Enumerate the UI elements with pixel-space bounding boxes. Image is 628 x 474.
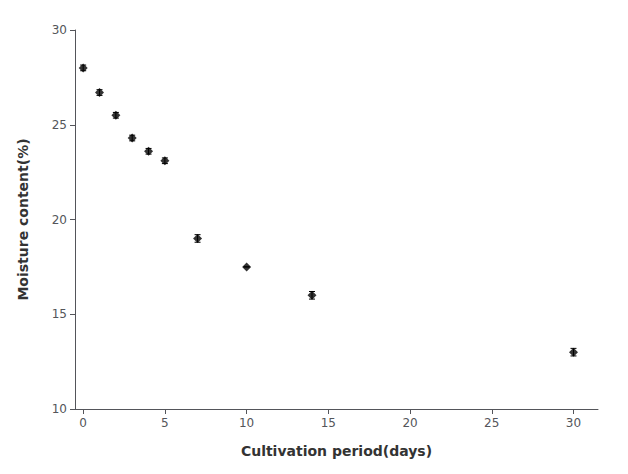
svg-text:25: 25	[52, 118, 67, 132]
svg-text:25: 25	[484, 416, 499, 430]
svg-text:Cultivation period(days): Cultivation period(days)	[241, 443, 432, 459]
svg-text:10: 10	[239, 416, 254, 430]
svg-text:Moisture content(%): Moisture content(%)	[15, 138, 31, 300]
svg-text:15: 15	[52, 307, 67, 321]
svg-text:5: 5	[161, 416, 169, 430]
svg-text:10: 10	[52, 402, 67, 416]
svg-text:0: 0	[79, 416, 87, 430]
svg-text:15: 15	[321, 416, 336, 430]
svg-text:30: 30	[566, 416, 581, 430]
svg-text:20: 20	[52, 213, 67, 227]
svg-text:30: 30	[52, 23, 67, 37]
svg-text:20: 20	[402, 416, 417, 430]
